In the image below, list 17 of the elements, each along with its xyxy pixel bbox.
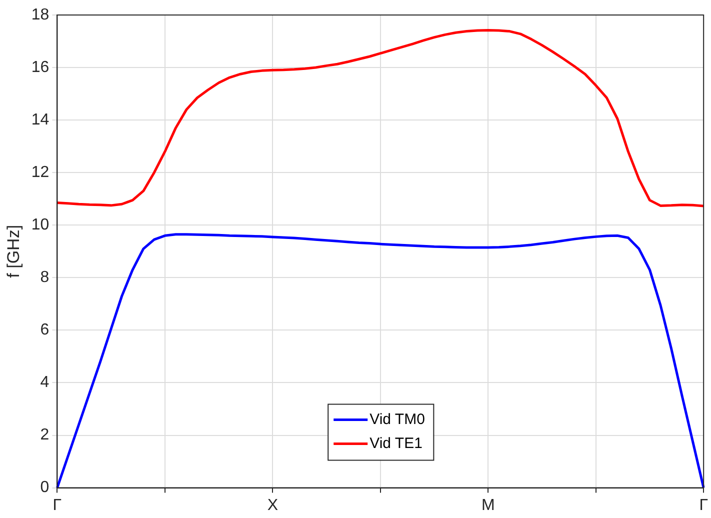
x-tick-label: Γ [699,496,708,514]
y-axis-title: f [GHz] [4,224,23,278]
x-tick-label: M [481,496,495,514]
legend-label: Vid TM0 [370,410,425,428]
y-tick-label: 14 [31,111,50,128]
y-tick-label: 16 [31,58,50,76]
y-tick-label: 18 [31,6,50,24]
y-tick-label: 10 [31,216,50,234]
y-tick-label: 12 [31,164,50,182]
x-tick-label: X [267,496,278,514]
y-tick-label: 6 [40,322,50,339]
y-tick-label: 2 [40,426,50,444]
y-tick-label: 0 [40,479,50,496]
x-tick-label: Γ [52,496,62,514]
y-tick-label: 8 [40,269,50,286]
legend-label: Vid TE1 [370,434,422,452]
y-tick-label: 4 [40,374,50,392]
